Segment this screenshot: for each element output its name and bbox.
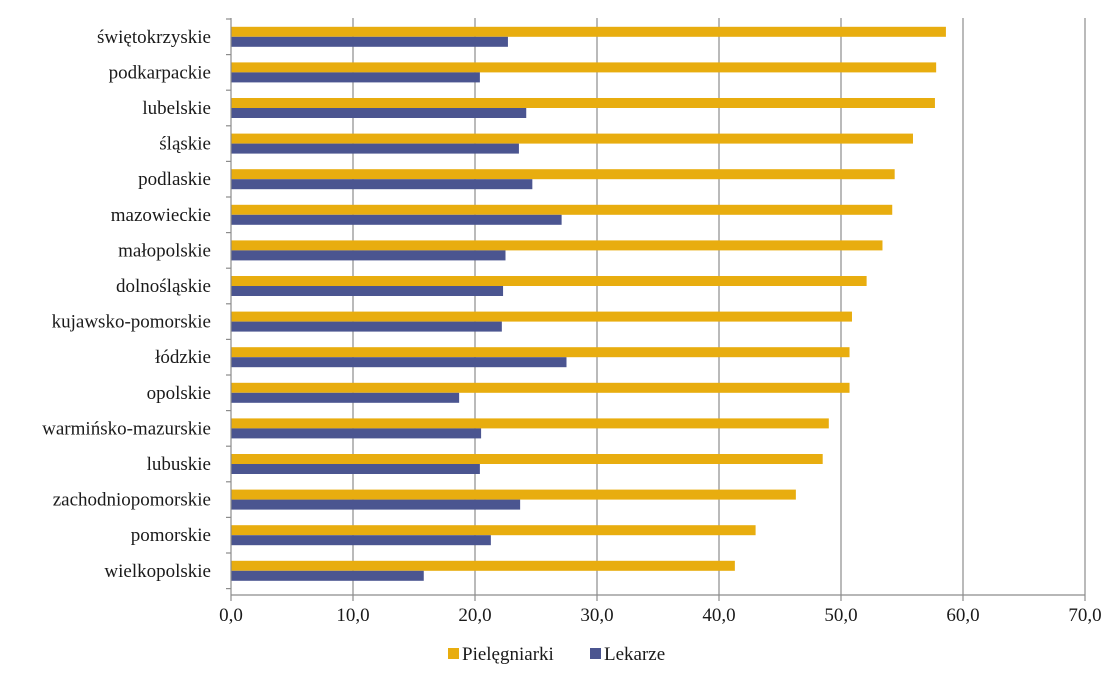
bar-pielegniarki: [231, 276, 867, 286]
category-label: podkarpackie: [109, 62, 211, 83]
category-label: podlaskie: [138, 169, 211, 190]
bar-lekarze: [231, 250, 506, 261]
bar-pielegniarki: [231, 418, 829, 429]
bar-lekarze: [231, 570, 424, 581]
bar-lekarze: [231, 499, 521, 510]
x-tick-label: 70,0: [1068, 605, 1101, 626]
x-tick-label: 0,0: [219, 605, 243, 626]
category-label: kujawsko-pomorskie: [52, 312, 211, 333]
category-label: warmińsko-mazurskie: [42, 418, 211, 439]
bar-pielegniarki: [231, 347, 850, 358]
bar-pielegniarki: [231, 489, 796, 500]
bar-lekarze: [231, 357, 567, 368]
x-tick-label: 40,0: [702, 605, 735, 626]
bar-pielegniarki: [231, 169, 895, 180]
x-tick-label: 60,0: [946, 605, 979, 626]
legend-label: Pielęgniarki: [462, 644, 554, 665]
bar-lekarze: [231, 179, 533, 190]
bars: [231, 26, 946, 581]
category-labels: świętokrzyskie podkarpackie lubelskie śląsk…: [42, 27, 211, 582]
legend-swatch: [448, 648, 459, 659]
bar-pielegniarki: [231, 98, 935, 108]
category-label: małopolskie: [118, 240, 211, 261]
category-label: mazowieckie: [111, 205, 211, 226]
bar-lekarze: [231, 214, 562, 225]
bar-lekarze: [231, 72, 480, 83]
category-label: lubelskie: [142, 98, 211, 119]
bar-lekarze: [231, 464, 480, 474]
legend-swatch: [590, 648, 601, 659]
legend: Pielęgniarki Lekarze: [448, 644, 665, 665]
bar-lekarze: [231, 36, 508, 47]
bar-pielegniarki: [231, 133, 913, 144]
bar-lekarze: [231, 392, 460, 403]
bar-pielegniarki: [231, 525, 756, 536]
axes: [226, 18, 1086, 601]
bar-lekarze: [231, 535, 491, 546]
x-tick-label: 20,0: [458, 605, 491, 626]
category-label: zachodniopomorskie: [53, 490, 211, 511]
bar-pielegniarki: [231, 454, 823, 464]
category-label: lubuskie: [147, 454, 211, 475]
x-tick-label: 30,0: [580, 605, 613, 626]
bar-pielegniarki: [231, 311, 852, 322]
bar-lekarze: [231, 286, 504, 296]
category-label: łódzkie: [155, 347, 211, 368]
category-label: świętokrzyskie: [97, 27, 211, 48]
category-label: śląskie: [159, 134, 211, 155]
legend-label: Lekarze: [604, 644, 665, 665]
category-label: pomorskie: [131, 525, 211, 546]
bar-lekarze: [231, 428, 482, 439]
bar-pielegniarki: [231, 204, 893, 215]
bar-pielegniarki: [231, 26, 946, 37]
bar-lekarze: [231, 143, 519, 154]
x-tick-label: 10,0: [336, 605, 369, 626]
x-tick-label: 50,0: [824, 605, 857, 626]
bar-pielegniarki: [231, 382, 850, 393]
category-label: dolnośląskie: [116, 276, 211, 297]
bar-pielegniarki: [231, 560, 735, 571]
bar-pielegniarki: [231, 62, 937, 73]
category-label: wielkopolskie: [104, 561, 211, 582]
category-label: opolskie: [147, 383, 211, 404]
bar-lekarze: [231, 108, 527, 118]
bar-lekarze: [231, 321, 502, 332]
bar-pielegniarki: [231, 240, 883, 251]
x-tick-labels: 0,0 10,0 20,0 30,0 40,0 50,0 60,0 70,0: [219, 605, 1102, 626]
